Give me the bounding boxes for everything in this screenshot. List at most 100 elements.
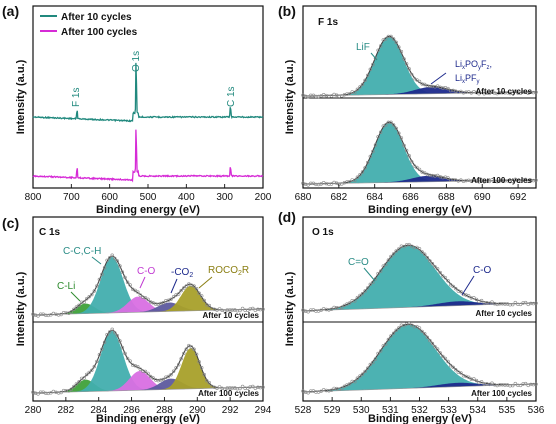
raw-point xyxy=(446,86,450,91)
panel-c-letter: (c) xyxy=(2,215,19,231)
raw-point xyxy=(238,308,242,313)
x-tick-label-536: 536 xyxy=(528,405,545,416)
panel-a-legend: After 10 cycles After 100 cycles xyxy=(40,12,138,38)
raw-point xyxy=(376,351,380,356)
raw-point xyxy=(384,262,388,267)
raw-point xyxy=(184,284,189,288)
x-tick-label-532: 532 xyxy=(411,405,428,416)
raw-point xyxy=(389,120,393,125)
panel-b-frame xyxy=(302,5,537,189)
raw-point xyxy=(358,85,362,89)
raw-point xyxy=(518,302,523,307)
raw-point xyxy=(360,292,365,296)
raw-point xyxy=(368,67,372,72)
x-tick-label-688: 688 xyxy=(438,192,455,203)
panel-d-ylabel: Intensity (a.u.) xyxy=(284,271,296,346)
raw-point xyxy=(82,300,86,304)
raw-point xyxy=(118,339,122,343)
panel-a: (a) After 10 cycles After 100 cycles F 1… xyxy=(2,3,272,216)
raw-point xyxy=(402,143,406,148)
raw-point xyxy=(342,384,347,388)
raw-point xyxy=(107,256,112,260)
raw-point xyxy=(467,294,471,298)
raw-point xyxy=(425,335,429,339)
raw-point xyxy=(72,384,76,389)
raw-point xyxy=(138,293,143,297)
raw-point xyxy=(246,308,250,312)
component-lif xyxy=(303,122,536,184)
raw-point xyxy=(518,91,523,95)
raw-point xyxy=(360,82,365,87)
raw-point xyxy=(182,286,186,290)
raw-point xyxy=(182,351,186,356)
raw-point xyxy=(192,284,196,288)
raw-point xyxy=(353,178,357,183)
raw-point xyxy=(417,79,422,84)
raw-point xyxy=(511,302,515,307)
component-c-o xyxy=(303,382,536,392)
raw-point xyxy=(355,175,360,179)
raw-point xyxy=(143,296,148,300)
x-tick-label-288: 288 xyxy=(156,405,173,416)
raw-point xyxy=(84,372,89,377)
raw-point xyxy=(428,259,432,263)
raw-point xyxy=(511,383,515,388)
raw-point xyxy=(381,344,385,348)
raw-point xyxy=(412,164,416,168)
x-tick-label-692: 692 xyxy=(510,192,527,203)
raw-point xyxy=(423,252,427,256)
raw-point xyxy=(128,359,132,363)
raw-point xyxy=(353,90,357,95)
raw-point xyxy=(138,367,143,371)
raw-point xyxy=(479,178,484,182)
raw-point xyxy=(407,242,411,247)
x-tick-label-684: 684 xyxy=(366,192,383,203)
raw-point xyxy=(376,48,380,52)
raw-point xyxy=(386,337,391,342)
raw-point xyxy=(174,366,178,370)
panel-a-xlabel: Binding energy (eV) xyxy=(96,204,200,216)
raw-point xyxy=(399,136,404,140)
raw-point xyxy=(448,363,453,368)
arrow-lif xyxy=(370,52,378,61)
component-lixpoyfz-lixpfy xyxy=(303,175,536,184)
raw-point xyxy=(177,363,181,367)
raw-point xyxy=(373,56,378,60)
peak-label-f1s: F 1s xyxy=(71,88,82,107)
raw-point xyxy=(410,160,414,164)
raw-point xyxy=(69,387,74,391)
raw-point xyxy=(430,341,435,346)
x-tick-label-300: 300 xyxy=(216,192,233,203)
raw-point xyxy=(306,310,310,314)
raw-point xyxy=(347,301,352,305)
raw-point xyxy=(438,351,442,355)
x-tick-label-686: 686 xyxy=(402,192,419,203)
raw-point xyxy=(246,386,250,390)
raw-point xyxy=(417,167,422,172)
raw-point xyxy=(371,149,375,154)
panel-a-letter: (a) xyxy=(2,3,19,19)
raw-point xyxy=(446,279,450,283)
raw-point xyxy=(477,180,481,184)
raw-point xyxy=(397,247,401,251)
raw-point xyxy=(166,374,171,379)
panel-b-x-axis: 680 682 684 686 688 690 692 xyxy=(295,184,527,203)
raw-point xyxy=(355,295,360,300)
raw-point xyxy=(511,91,515,96)
raw-point xyxy=(366,160,370,165)
raw-point xyxy=(490,90,494,94)
panel-b-letter: (b) xyxy=(278,3,296,19)
panel-d-title: O 1s xyxy=(312,227,334,238)
raw-point xyxy=(179,288,183,293)
raw-point xyxy=(441,274,445,278)
raw-point xyxy=(459,290,463,294)
x-tick-label-286: 286 xyxy=(123,405,140,416)
raw-point xyxy=(379,130,383,134)
raw-point xyxy=(125,356,130,361)
component-c-o xyxy=(33,371,263,393)
raw-point xyxy=(205,379,209,383)
raw-point xyxy=(513,177,517,182)
raw-point xyxy=(189,345,194,349)
raw-point xyxy=(100,347,104,351)
raw-point xyxy=(115,259,120,263)
